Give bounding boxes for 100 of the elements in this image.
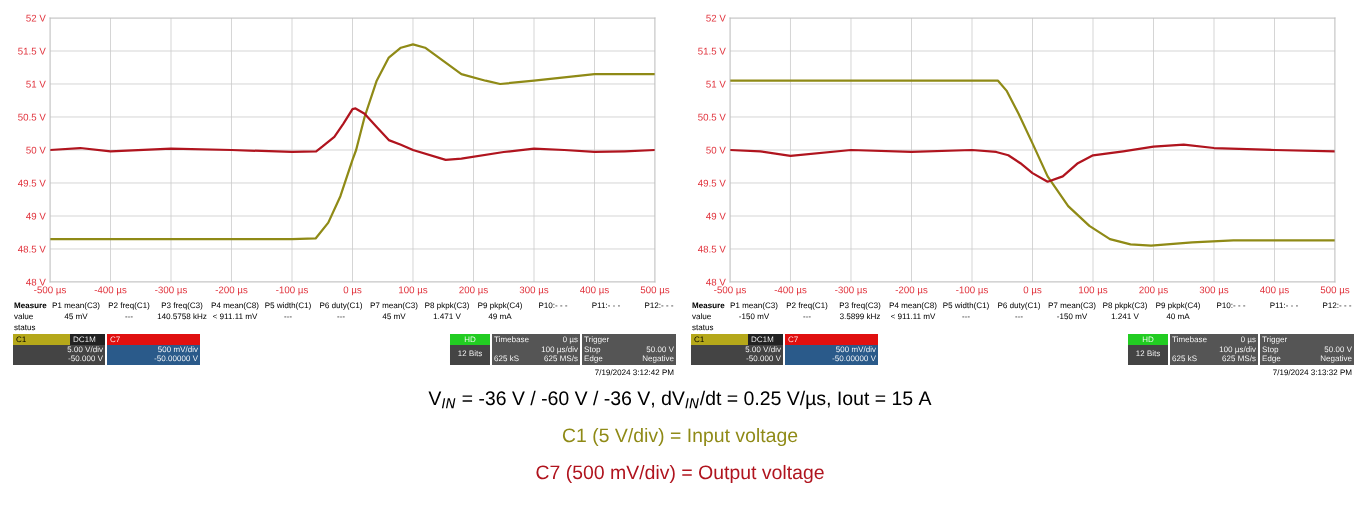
text: value (14, 313, 33, 320)
text: Edge (584, 355, 603, 363)
text: 12 Bits (458, 350, 483, 357)
y-tick-label: 49 V (26, 212, 46, 220)
text: 100 µs/div (1219, 346, 1256, 354)
text: 0 µs (1240, 336, 1256, 344)
text: status (14, 324, 36, 331)
x-tick-label: -200 µs (215, 286, 248, 296)
text: Stop (584, 346, 601, 354)
x-tick-label: 300 µs (1199, 286, 1229, 296)
text: Negative (1320, 355, 1352, 363)
y-tick-label: 49 V (706, 212, 726, 220)
text: C7 (500 mV/div) = Output voltage (536, 464, 824, 484)
x-tick-label: -100 µs (276, 286, 308, 296)
text: status (692, 324, 714, 331)
text: P3 freq(C3) (839, 302, 881, 310)
x-tick-label: 200 µs (1139, 286, 1168, 296)
text: P1 mean(C3) (730, 302, 778, 310)
y-tick-label: 51.5 V (18, 47, 46, 55)
text: P2 freq(C1) (786, 302, 828, 310)
text: P2 freq(C1) (108, 302, 150, 310)
text: --- (337, 316, 345, 318)
y-tick-label: 48 V (26, 278, 46, 286)
y-tick-label: 48.5 V (17, 245, 46, 253)
text: --- (284, 316, 292, 318)
text: C1 (5 V/div) = Input voltage (562, 427, 798, 447)
text: C7 (788, 336, 798, 343)
text: 0 µs (562, 336, 578, 344)
text: --- (803, 316, 811, 318)
text: P11:- - - (592, 302, 620, 309)
y-tick-label: 51.5 V (698, 47, 726, 55)
text: C1 (16, 336, 26, 343)
y-tick-label: 49.5 V (697, 179, 726, 187)
x-tick-label: -300 µs (835, 286, 867, 296)
x-tick-label: 300 µs (519, 286, 549, 296)
x-tick-label: -400 µs (94, 286, 127, 296)
text: 625 MS/s (544, 355, 578, 362)
text: -50.000 V (746, 355, 781, 362)
x-tick-label: -400 µs (774, 286, 807, 296)
text: 3.5899 kHz (839, 313, 880, 320)
y-tick-label: 51 V (706, 80, 726, 88)
text: DC1M (73, 336, 96, 343)
text: P5 width(C1) (265, 302, 311, 310)
text: P3 freq(C3) (161, 302, 203, 310)
text: V$_{IN}$ = -36 V / -60 V / -36 V, dV$_{IN}$/dt = 0.25 V/µs, Iout = 15 A (428, 390, 932, 409)
text: P6 duty(C1) (320, 302, 362, 310)
text: 7/19/2024 3:12:42 PM (595, 369, 674, 376)
x-tick-label: -500 µs (34, 286, 66, 296)
text: 45 mV (64, 313, 88, 320)
text: C7 (110, 336, 120, 343)
x-tick-label: 500 µs (1320, 286, 1350, 296)
line-series (50, 107, 655, 162)
x-tick-label: -200 µs (895, 286, 928, 296)
text: DC1M (751, 336, 774, 343)
y-tick-label: 51 V (26, 80, 46, 88)
text: 50.00 V (646, 346, 674, 353)
text: 5.00 V/div (745, 346, 781, 353)
text: Measure (692, 302, 725, 309)
y-tick-label: 50.5 V (698, 113, 726, 121)
x-tick-label: 400 µs (1260, 286, 1289, 296)
text: 625 MS/s (1222, 355, 1256, 362)
text: HD (1142, 336, 1154, 343)
x-tick-label: -100 µs (956, 286, 988, 296)
text: Timebase (1172, 336, 1207, 343)
text: -150 mV (739, 313, 770, 320)
text: P12:- - - (1323, 302, 1352, 309)
x-tick-label: 100 µs (1079, 286, 1108, 296)
text: 5.00 V/div (67, 346, 103, 353)
x-tick-label: 500 µs (640, 286, 670, 296)
text: P6 duty(C1) (998, 302, 1040, 310)
text: -150 mV (1057, 313, 1088, 320)
text: Timebase (494, 336, 529, 343)
text: P10:- - - (1217, 302, 1246, 309)
text: 1.241 V (1111, 313, 1139, 320)
text: 50.00 V (1324, 346, 1352, 353)
y-tick-label: 52 V (706, 14, 726, 22)
text: P8 pkpk(C3) (1103, 302, 1147, 310)
text: C1 (694, 336, 704, 343)
y-tick-label: 50.5 V (18, 113, 46, 121)
text: P12:- - - (645, 302, 674, 309)
text: Negative (642, 355, 674, 363)
text: Measure (14, 302, 47, 309)
text: Edge (1262, 355, 1281, 363)
y-tick-label: 48.5 V (697, 245, 726, 253)
y-tick-label: 52 V (26, 14, 46, 22)
text: 100 µs/div (541, 346, 578, 354)
text: value (692, 313, 711, 320)
y-tick-label: 50 V (706, 146, 726, 154)
text: P7 mean(C3) (1048, 302, 1096, 310)
text: -50.00000 V (154, 355, 198, 362)
text: --- (1015, 316, 1023, 318)
text: Trigger (584, 336, 610, 344)
text: 500 mV/div (836, 346, 876, 353)
text: 7/19/2024 3:13:32 PM (1273, 369, 1352, 376)
text: P11:- - - (1270, 302, 1298, 309)
text: < 911.11 mV (213, 313, 258, 320)
text: 625 kS (494, 355, 519, 362)
line-series (730, 79, 1335, 247)
x-tick-label: 0 µs (1023, 286, 1042, 296)
line-series (730, 143, 1335, 183)
